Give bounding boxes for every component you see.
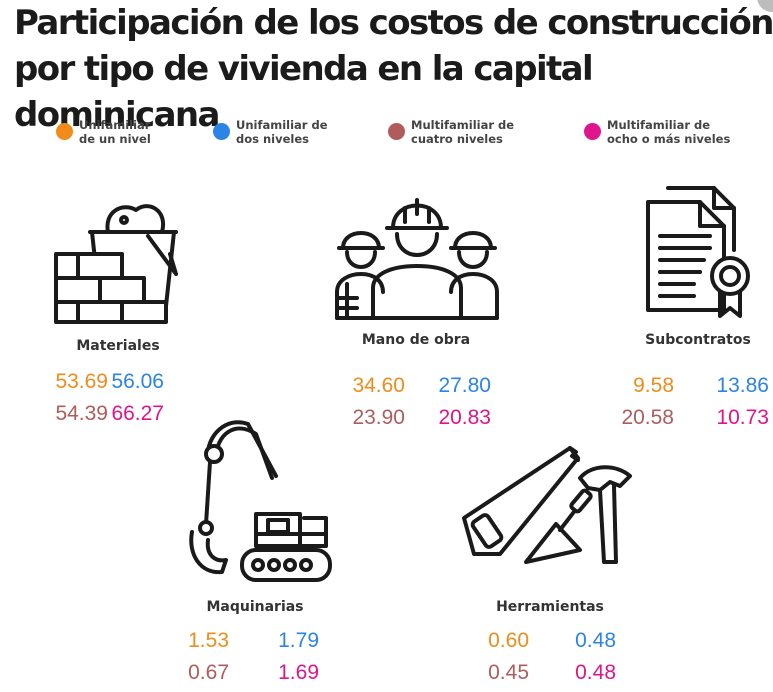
category-label-subcontratos: Subcontratos bbox=[645, 332, 751, 348]
value-mano-de-obra-series-1: 34.60 bbox=[352, 374, 405, 397]
legend-item-unifamiliar-un-nivel: Unifamiliar de un nivel bbox=[56, 118, 229, 146]
legend-item-unifamiliar-dos-niveles: Unifamiliar de dos niveles bbox=[213, 118, 386, 146]
legend-item-multifamiliar-ocho-niveles: Multifamiliar de ocho o más niveles bbox=[584, 118, 757, 146]
category-label-maquinarias: Maquinarias bbox=[206, 599, 304, 615]
chart-title: Participación de los costos de construcc… bbox=[14, 0, 773, 138]
value-maquinarias-series-3: 0.67 bbox=[188, 661, 229, 684]
category-label-herramientas: Herramientas bbox=[496, 599, 604, 615]
value-materiales-series-2: 56.06 bbox=[111, 370, 164, 393]
legend-label: Multifamiliar de bbox=[411, 118, 515, 132]
tools-icon bbox=[460, 442, 636, 572]
value-maquinarias-series-4: 1.69 bbox=[278, 661, 319, 684]
legend-dot bbox=[388, 123, 405, 140]
legend-label: de un nivel bbox=[79, 132, 151, 146]
category-label-materiales: Materiales bbox=[76, 338, 160, 354]
title-line-2: por tipo de vivienda en la capital domin… bbox=[14, 49, 594, 135]
value-materiales-series-3: 54.39 bbox=[55, 402, 108, 425]
value-subcontratos-series-3: 20.58 bbox=[621, 406, 674, 429]
value-subcontratos-series-4: 10.73 bbox=[716, 406, 769, 429]
value-materiales-series-4: 66.27 bbox=[111, 402, 164, 425]
bricks-bucket-icon bbox=[52, 196, 192, 324]
value-maquinarias-series-2: 1.79 bbox=[278, 629, 319, 652]
legend-label: Unifamiliar bbox=[79, 118, 151, 132]
legend-label: dos niveles bbox=[236, 132, 309, 146]
legend-label: Unifamiliar de bbox=[236, 118, 328, 132]
value-materiales-series-1: 53.69 bbox=[55, 370, 108, 393]
value-maquinarias-series-1: 1.53 bbox=[188, 629, 229, 652]
value-herramientas-series-2: 0.48 bbox=[575, 629, 616, 652]
excavator-icon bbox=[186, 414, 336, 584]
title-line-1: Participación de los costos de construcc… bbox=[14, 3, 773, 43]
value-herramientas-series-4: 0.48 bbox=[575, 661, 616, 684]
value-subcontratos-series-2: 13.86 bbox=[716, 374, 769, 397]
category-label-mano-de-obra: Mano de obra bbox=[361, 332, 471, 348]
value-mano-de-obra-series-4: 20.83 bbox=[438, 406, 491, 429]
value-mano-de-obra-series-2: 27.80 bbox=[438, 374, 491, 397]
legend-dot bbox=[56, 123, 73, 140]
value-subcontratos-series-1: 9.58 bbox=[633, 374, 674, 397]
legend-item-multifamiliar-cuatro-niveles: Multifamiliar de cuatro niveles bbox=[388, 118, 561, 146]
contract-document-icon bbox=[640, 180, 756, 320]
legend-label: Multifamiliar de bbox=[607, 118, 711, 132]
legend-dot bbox=[213, 123, 230, 140]
value-herramientas-series-1: 0.60 bbox=[488, 629, 529, 652]
value-mano-de-obra-series-3: 23.90 bbox=[352, 406, 405, 429]
value-herramientas-series-3: 0.45 bbox=[488, 661, 529, 684]
legend-dot bbox=[584, 123, 601, 140]
workers-icon bbox=[333, 192, 501, 324]
legend-label: cuatro niveles bbox=[411, 132, 503, 146]
legend-label: ocho o más niveles bbox=[607, 132, 731, 146]
